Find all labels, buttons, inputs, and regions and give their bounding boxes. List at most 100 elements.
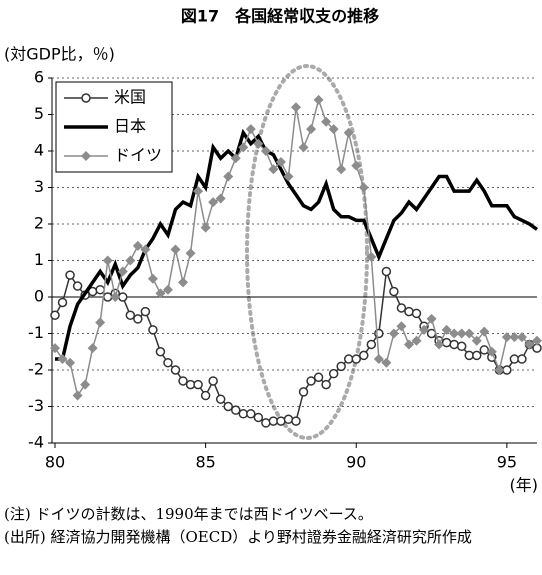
y-axis-label: (対GDP比，％) [4,45,115,64]
y-tick-label: 3 [34,177,44,196]
point [313,94,324,105]
point [208,197,219,208]
point [215,394,226,404]
point [298,387,309,397]
x-axis-label: (年) [510,476,539,495]
point [132,240,143,251]
y-tick-label: -3 [28,396,44,415]
y-tick-label: 2 [34,214,44,233]
point [200,222,211,233]
point [276,416,286,426]
point [351,160,362,171]
point [57,297,68,308]
point [291,416,301,426]
y-tick-label: -1 [28,323,44,342]
point [95,317,106,328]
point [140,306,151,317]
note: (注) ドイツの計数は、1990年までは西ドイツベース。 [4,505,373,523]
point [261,418,271,428]
point [170,365,181,375]
point [283,171,294,182]
y-tick-label: 6 [34,68,44,87]
point [373,354,384,365]
point [328,368,339,379]
y-tick-label: 0 [34,287,44,306]
point [178,277,189,288]
chart: 図17 各国経常収支の推移 (対GDP比，％) (年) -4 -3 -2 -1 0 1 2 3… [4,7,542,495]
point [471,335,482,346]
point [162,284,173,295]
point [81,151,91,161]
point [253,412,264,423]
point [223,171,234,182]
point [231,405,241,415]
point [403,339,414,350]
point [238,142,249,153]
point [193,379,203,390]
point [389,286,399,297]
point [351,354,361,364]
point [313,372,324,383]
point [140,244,151,255]
point [57,354,68,365]
point [306,124,317,135]
point [449,339,459,350]
point [532,335,542,346]
point [464,328,475,339]
y-tick-label: -4 [28,433,44,452]
point [517,354,527,364]
point [381,357,392,368]
point [381,266,392,277]
point [411,308,422,319]
point [404,306,414,317]
point [65,270,75,280]
point [411,335,422,346]
point [494,365,505,375]
point [516,332,527,343]
point [65,357,76,368]
y-tick-label: 1 [34,250,44,269]
point [343,127,354,138]
series-line [55,128,539,361]
y-tick-label: 5 [34,104,44,123]
point [479,345,490,355]
point [328,124,339,135]
point [87,343,98,354]
point [81,93,91,103]
point [246,409,256,419]
x-tick-label: 85 [195,453,215,472]
point [396,303,407,313]
point [223,401,233,412]
point [185,248,196,259]
point [148,325,158,335]
point [419,324,430,335]
point [72,281,83,291]
point [456,328,467,339]
point [125,255,136,266]
point [133,314,143,324]
y-tick-label: -2 [28,360,44,379]
point [110,292,121,302]
point [95,284,105,295]
point [306,376,316,386]
note: (出所) 経済協力開発機構（OECD）より野村證券金融経済研究所作成 [4,528,472,546]
point [50,310,60,320]
point [434,339,445,350]
point [275,156,286,167]
point [125,310,136,320]
point [260,146,271,156]
point [486,346,497,357]
x-tick-label: 80 [45,453,65,472]
point [501,332,512,343]
point [80,379,91,390]
point [253,138,264,149]
point [366,339,377,350]
point [155,288,166,299]
point [509,332,520,343]
point [359,350,369,361]
highlight-ellipse [245,64,369,440]
legend-label: 日本 [114,117,146,136]
point [155,347,166,357]
x-tick-label: 95 [497,453,517,472]
